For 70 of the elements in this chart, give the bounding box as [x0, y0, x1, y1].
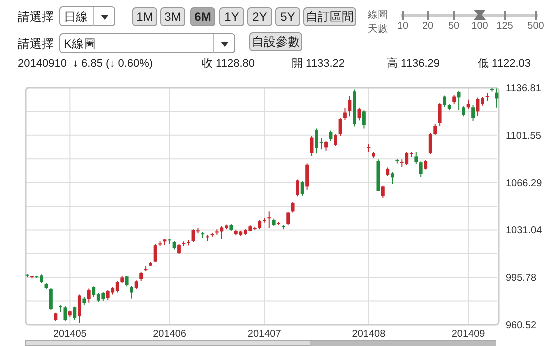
- text: 1M: [136, 10, 154, 24]
- text: 請選擇: [18, 37, 54, 51]
- text: 線圖: [367, 10, 388, 21]
- y-tick-label: 960.52: [506, 320, 538, 332]
- candlestick: [438, 102, 442, 127]
- y-tick-label: 1031.04: [506, 226, 543, 237]
- text: 125: [496, 21, 514, 32]
- candlestick: [434, 124, 438, 136]
- text: 100: [472, 21, 489, 32]
- candlestick: [381, 185, 385, 199]
- candlestick: [452, 94, 456, 106]
- y-tick-label: 1101.55: [506, 130, 542, 142]
- candlestick: [178, 244, 181, 255]
- text: 請選擇: [18, 10, 54, 24]
- text: 高 1136.29: [387, 57, 440, 70]
- x-tick-label: 201406: [153, 329, 187, 340]
- candlestick: [286, 212, 290, 226]
- x-tick-label: 201409: [452, 329, 486, 340]
- candlestick: [64, 306, 68, 322]
- candlestick: [443, 95, 447, 108]
- candlestick: [419, 161, 423, 178]
- text: 5Y: [280, 10, 296, 24]
- x-tick-label: 201405: [53, 329, 88, 340]
- text: 20: [422, 21, 434, 32]
- candlestick: [140, 271, 144, 282]
- text: 3M: [164, 10, 182, 24]
- candlestick: [296, 179, 300, 198]
- candlestick: [390, 172, 394, 185]
- candlestick: [73, 306, 77, 321]
- candlestick: [462, 106, 466, 118]
- candlestick: [125, 275, 129, 288]
- candlestick: [428, 132, 432, 155]
- text: 自訂區間: [306, 10, 354, 24]
- text: 50: [448, 21, 460, 32]
- candlestick: [306, 163, 310, 190]
- text: 天數: [368, 23, 388, 35]
- candlestick: [344, 107, 347, 121]
- candlestick: [300, 180, 304, 196]
- candlestick: [334, 134, 338, 147]
- y-tick-label: 995.78: [506, 273, 538, 284]
- text: 6M: [194, 10, 212, 24]
- candlestick: [50, 288, 53, 311]
- candlestick: [291, 202, 295, 214]
- candlestick: [87, 288, 91, 304]
- text: 1Y: [224, 10, 240, 24]
- candlestick: [414, 152, 418, 165]
- text: 低 1122.03: [478, 58, 532, 70]
- text: 開 1133.22: [292, 58, 346, 70]
- text: 收 1128.80: [202, 58, 256, 70]
- text: 20140910: [18, 58, 67, 70]
- candlestick: [130, 286, 134, 300]
- text: ↓ 6.85 (↓ 0.60%): [73, 58, 154, 70]
- candlestick: [78, 294, 82, 324]
- candlestick: [472, 104, 475, 122]
- text: 500: [528, 21, 545, 32]
- y-tick-label: 1066.29: [506, 178, 543, 190]
- candlestick: [154, 244, 158, 264]
- x-tick-label: 201407: [248, 329, 282, 340]
- y-tick-label: 1136.81: [506, 84, 542, 94]
- text: K線圖: [64, 37, 96, 51]
- candlestick: [424, 160, 428, 170]
- candlestick: [324, 141, 328, 152]
- candlestick: [268, 211, 272, 229]
- text: 2Y: [252, 10, 268, 24]
- candlestick: [457, 90, 461, 112]
- text: 日線: [64, 10, 88, 24]
- text: 自設參數: [252, 35, 300, 49]
- x-tick-label: 201408: [352, 329, 386, 340]
- candlestick: [362, 110, 366, 130]
- text: 10: [397, 21, 409, 32]
